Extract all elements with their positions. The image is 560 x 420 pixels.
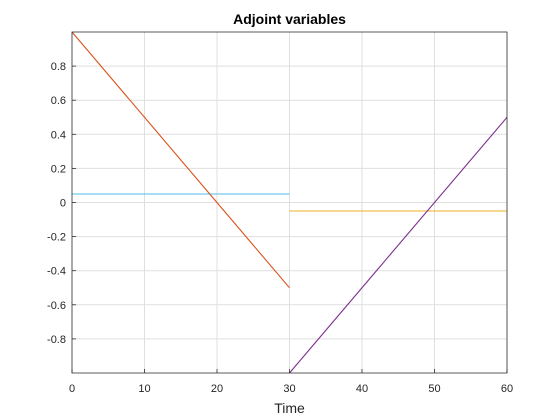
x-tick-label: 50 <box>428 383 440 395</box>
x-tick-label: 30 <box>283 383 295 395</box>
y-tick-label: -0.8 <box>47 334 66 346</box>
x-tick-label: 40 <box>356 383 368 395</box>
series-group <box>71 31 508 374</box>
chart-title: Adjoint variables <box>233 11 346 27</box>
grid <box>71 32 508 373</box>
ticks <box>71 65 508 373</box>
y-tick-label: 0.4 <box>51 129 66 141</box>
y-tick-label: 0.6 <box>51 95 66 107</box>
y-tick-label: -0.4 <box>47 266 66 278</box>
y-tick-label: 0.2 <box>51 163 66 175</box>
series-line-2 <box>71 31 290 289</box>
x-tick-label: 20 <box>211 383 223 395</box>
x-tick-labels: 0 10 20 30 40 50 60 <box>69 383 513 395</box>
x-tick-label: 60 <box>501 383 513 395</box>
x-axis-label: Time <box>274 400 305 416</box>
x-tick-label: 10 <box>138 383 150 395</box>
x-tick-label: 0 <box>69 383 75 395</box>
y-tick-label: -0.2 <box>47 232 66 244</box>
y-tick-label: -0.6 <box>47 300 66 312</box>
y-tick-labels: -0.8 -0.6 -0.4 -0.2 0 0.2 0.4 0.6 0.8 <box>47 61 66 346</box>
series-line-4 <box>289 116 508 374</box>
y-tick-label: 0.8 <box>51 61 66 73</box>
y-tick-label: 0 <box>60 198 66 210</box>
